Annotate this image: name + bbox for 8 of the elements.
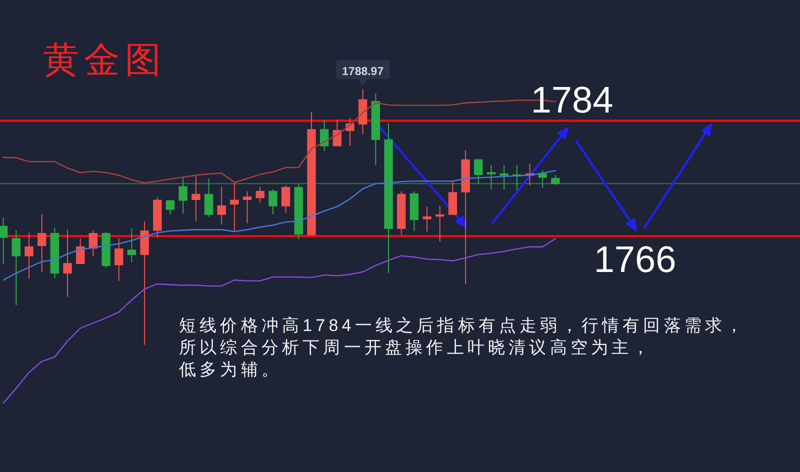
annotation: 所以综合分析下周一开盘操作上叶晓清议高空为主， [179,338,653,357]
annotation: 1788.97 [342,66,384,78]
annotation: 1788.97 [336,60,390,86]
annotation: 1784 [530,80,614,121]
annotation: 低多为辅。 [179,360,282,379]
annotation: 短线价格冲高1784一线之后指标有点走弱，行情有回落需求， [179,316,746,335]
annotation: 1766 [594,239,676,280]
title: 黄金图 [43,40,166,80]
